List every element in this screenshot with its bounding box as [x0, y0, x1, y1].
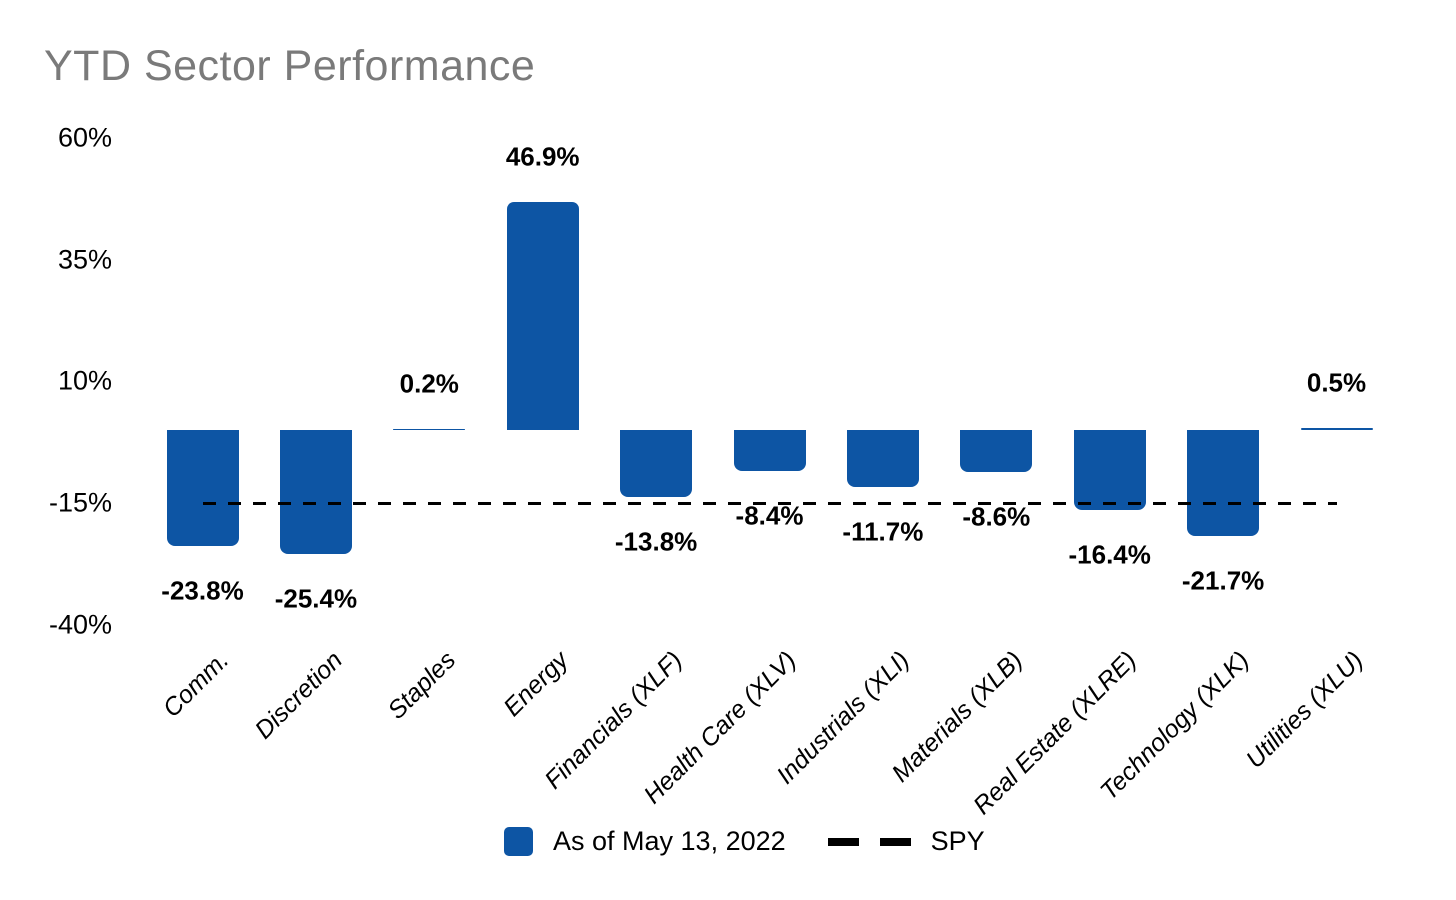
- spy-reference-line: [202, 501, 1337, 505]
- y-axis-tick-label: 60%: [57, 122, 112, 153]
- bar-health-care-xlv: [733, 430, 806, 471]
- x-axis-tick-label: Energy: [498, 646, 575, 722]
- bar-comm: [166, 430, 239, 546]
- x-axis-tick-label: Utilities (XLU): [1240, 646, 1369, 774]
- y-axis-tick-label: 10%: [57, 365, 112, 396]
- chart-title: YTD Sector Performance: [44, 42, 536, 90]
- bar-energy: [506, 201, 579, 430]
- x-axis-tick-label: Comm.: [157, 646, 235, 723]
- bar-staples: [393, 429, 466, 431]
- bar-value-label: -21.7%: [1181, 565, 1265, 596]
- bar-value-label: 46.9%: [505, 141, 580, 172]
- bar-value-label: -11.7%: [842, 516, 924, 547]
- legend-bar-swatch-icon: [504, 827, 533, 856]
- bar-value-label: 0.5%: [1306, 367, 1367, 398]
- legend-spy-label: SPY: [930, 826, 985, 856]
- bar-materials-xlb: [960, 430, 1033, 472]
- bar-discretion: [279, 430, 352, 554]
- bar-value-label: -8.6%: [962, 501, 1031, 532]
- bar-value-label: -8.4%: [735, 500, 804, 531]
- bar-industrials-xli: [846, 430, 919, 487]
- x-axis-tick-label: Discretion: [249, 646, 348, 745]
- y-axis-tick-label: 35%: [57, 244, 112, 275]
- legend: As of May 13, 2022 SPY: [504, 826, 985, 857]
- bar-value-label: 0.2%: [399, 368, 459, 399]
- legend-bars-label: As of May 13, 2022: [553, 826, 786, 856]
- bar-value-label: -13.8%: [614, 526, 698, 557]
- legend-spy-dash-icon: [827, 837, 911, 846]
- x-axis-tick-label: Staples: [382, 646, 462, 725]
- bar-utilities-xlu: [1300, 427, 1373, 430]
- bar-value-label: -16.4%: [1068, 539, 1151, 570]
- y-axis-tick-label: -15%: [48, 487, 112, 518]
- bar-financials-xlf: [620, 430, 693, 498]
- bar-real-estate-xlre: [1073, 430, 1146, 510]
- bar-value-label: -23.8%: [161, 575, 244, 606]
- bar-value-label: -25.4%: [274, 583, 358, 614]
- y-axis-tick-label: -40%: [48, 609, 112, 640]
- bar-technology-xlk: [1187, 430, 1260, 536]
